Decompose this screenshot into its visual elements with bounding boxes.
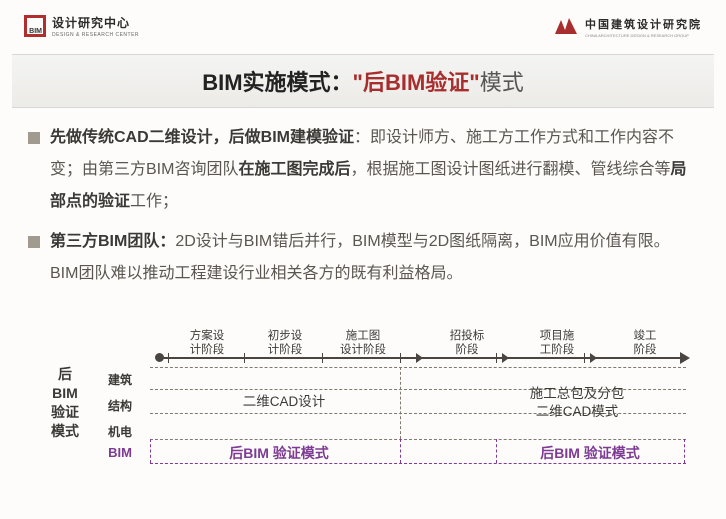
cadg-logo-icon bbox=[553, 16, 579, 36]
dash-line bbox=[150, 439, 686, 440]
tick bbox=[322, 353, 323, 363]
tick bbox=[584, 353, 585, 363]
arrow-tick-icon bbox=[416, 353, 423, 363]
discipline-label: 结构 bbox=[96, 397, 144, 414]
left-org-name: 设计研究中心 bbox=[52, 16, 130, 30]
right-org-name: 中国建筑设计研究院 bbox=[585, 19, 702, 31]
bim-v2 bbox=[400, 439, 401, 463]
logo-right: 中国建筑设计研究院 CHINA ARCHITECTURE DESIGN & RE… bbox=[553, 15, 702, 38]
bim-mode-2: 后BIM 验证模式 bbox=[500, 443, 680, 463]
logo-left: 设计研究中心 DESIGN & RESEARCH CENTER bbox=[24, 14, 139, 38]
phase-label: 初步设计阶段 bbox=[250, 329, 320, 358]
dash-line bbox=[150, 367, 686, 368]
cad-label-1: 二维CAD设计 bbox=[194, 393, 374, 411]
bim-v1 bbox=[150, 439, 151, 463]
bullet-item: 先做传统CAD二维设计，后做BIM建模验证：即设计师方、施工方工作方式和工作内容… bbox=[28, 122, 698, 218]
content: 先做传统CAD二维设计，后做BIM建模验证：即设计师方、施工方工作方式和工作内容… bbox=[0, 108, 726, 290]
tick bbox=[168, 353, 169, 363]
bullet-item: 第三方BIM团队：2D设计与BIM错后并行，BIM模型与2D图纸隔离，BIM应用… bbox=[28, 226, 698, 290]
title-bar: BIM实施模式："后BIM验证"模式 bbox=[12, 54, 714, 108]
arrow-tick-icon bbox=[590, 353, 597, 363]
bim-logo-icon bbox=[24, 15, 46, 37]
bullet-marker-icon bbox=[28, 132, 40, 144]
header: 设计研究中心 DESIGN & RESEARCH CENTER 中国建筑设计研究… bbox=[0, 0, 726, 48]
arrow-tick-icon bbox=[502, 353, 509, 363]
phase-label: 招投标阶段 bbox=[432, 329, 502, 358]
bullet-text: 先做传统CAD二维设计，后做BIM建模验证：即设计师方、施工方工作方式和工作内容… bbox=[50, 122, 698, 218]
bim-v4 bbox=[684, 439, 685, 463]
title-part3: 模式 bbox=[480, 70, 524, 95]
tick bbox=[244, 353, 245, 363]
bim-row-label: BIM bbox=[96, 445, 144, 460]
discipline-label: 机电 bbox=[96, 423, 144, 440]
right-org-sub: CHINA ARCHITECTURE DESIGN & RESEARCH GRO… bbox=[585, 33, 702, 38]
phase-label: 项目施工阶段 bbox=[522, 329, 592, 358]
row-title: 后BIM验证模式 bbox=[44, 365, 86, 441]
title-part2: "后BIM验证" bbox=[353, 70, 480, 95]
tick bbox=[496, 353, 497, 363]
bullet-marker-icon bbox=[28, 236, 40, 248]
phase-label: 施工图设计阶段 bbox=[328, 329, 398, 358]
timeline-diagram: 后BIM验证模式 方案设计阶段初步设计阶段施工图设计阶段 招投标阶段项目施工阶段竣… bbox=[44, 329, 684, 499]
discipline-label: 建筑 bbox=[96, 371, 144, 388]
bullet-text: 第三方BIM团队：2D设计与BIM错后并行，BIM模型与2D图纸隔离，BIM应用… bbox=[50, 226, 698, 290]
cad-label-2: 施工总包及分包二维CAD模式 bbox=[492, 385, 662, 420]
bim-bottom-line bbox=[150, 463, 686, 464]
phase-label: 方案设计阶段 bbox=[172, 329, 242, 358]
title-part1: BIM实施模式： bbox=[202, 70, 352, 95]
tick bbox=[400, 353, 401, 363]
phase-label: 竣工阶段 bbox=[610, 329, 680, 358]
divider-vertical bbox=[400, 367, 401, 439]
left-org-sub: DESIGN & RESEARCH CENTER bbox=[52, 32, 139, 38]
bim-mode-1: 后BIM 验证模式 bbox=[184, 443, 374, 463]
bim-v3 bbox=[496, 439, 497, 463]
